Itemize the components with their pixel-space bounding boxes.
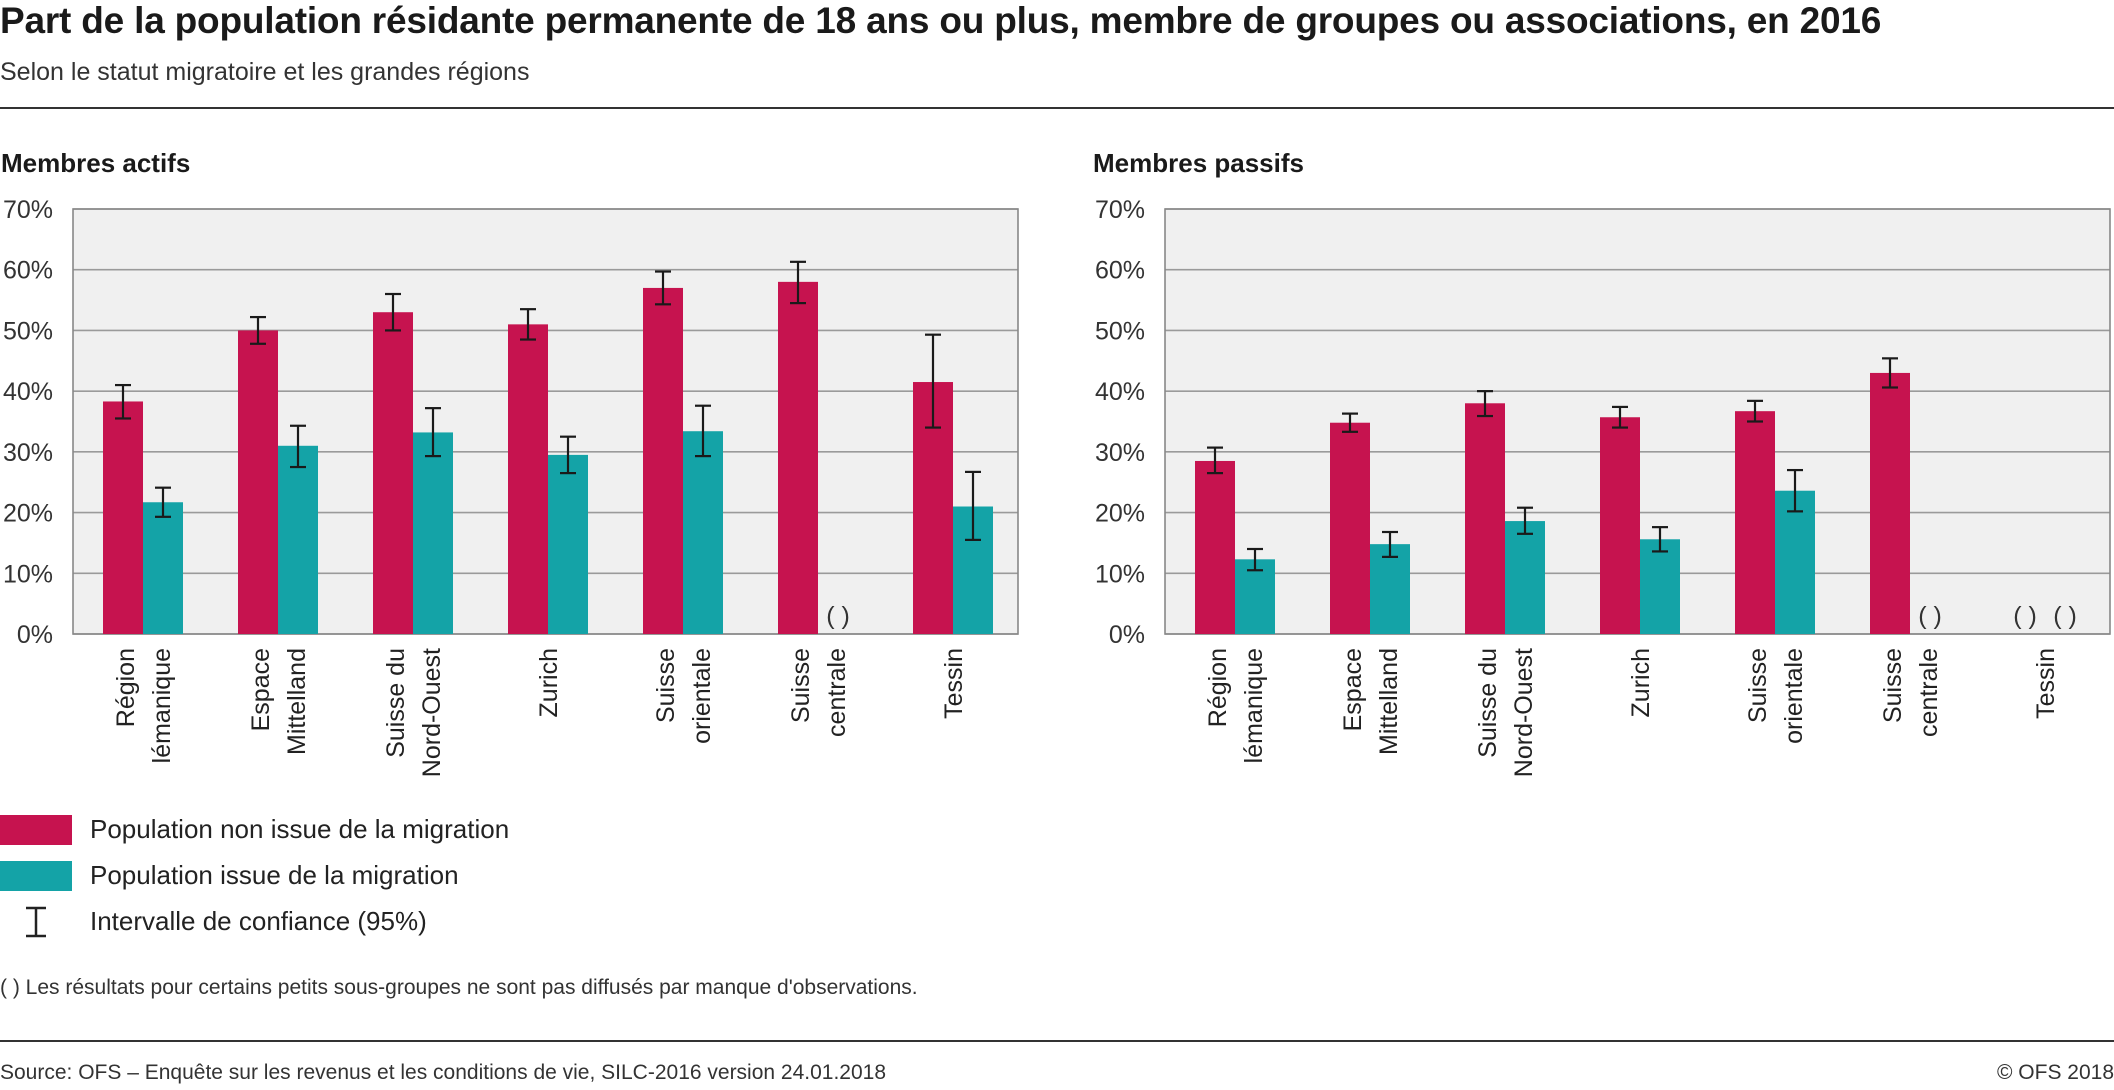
category-label: lémanique [1240,648,1268,763]
footer-divider [0,1040,2114,1042]
legend-label-non-migration: Population non issue de la migration [90,814,510,844]
chart-panel-1: Membres actifs 0% 10% 20% 30% 40% 50% 60% 70% Rég… [1,148,1019,777]
category-label: Tessin [2032,648,2060,719]
chart-panel-2: Membres passifs 0% 10% 20% 30% 40% 50% 60% 70% Ré… [1093,148,2111,777]
category-label: lémanique [148,648,176,763]
category-label: orientale [688,648,716,744]
category-label: Suisse [787,648,815,723]
bar-non-migration [643,287,683,634]
category-label: centrale [1915,648,1943,737]
bar-non-migration [1600,417,1640,634]
missing-value-marker: ( ) [2013,602,2037,630]
bar-non-migration [508,324,548,634]
category-label: Nord-Ouest [1510,648,1538,777]
category-label: Suisse du [382,648,410,758]
y-tick-label: 50% [3,317,53,345]
charts-area: Membres actifs 0% 10% 20% 30% 40% 50% 60% 70% Rég… [1,148,2111,777]
category-label: Espace [1339,648,1367,731]
source-note: Source: OFS – Enquête sur les revenus et… [0,1061,887,1084]
y-tick-label: 10% [1095,560,1145,588]
y-tick-label: 60% [1095,257,1145,285]
category-label: Espace [247,648,275,731]
y-tick-label: 0% [1109,621,1145,649]
y-tick-label: 70% [3,196,53,224]
panel-title: Membres actifs [1,148,190,178]
bar-non-migration [238,330,278,634]
bar-migration [143,502,183,634]
legend-swatch-migration [0,861,72,891]
confidence-interval-icon [26,906,46,938]
category-label: Tessin [940,648,968,719]
bar-non-migration [778,281,818,634]
y-tick-label: 10% [3,560,53,588]
category-label: Région [112,648,140,727]
y-tick-label: 30% [3,439,53,467]
bar-non-migration [1735,411,1775,634]
category-label: Mittelland [1375,648,1403,755]
missing-value-marker: ( ) [1918,602,1942,630]
y-tick-label: 20% [1095,500,1145,528]
bar-migration [683,431,723,634]
y-tick-label: 30% [1095,439,1145,467]
bar-non-migration [1330,422,1370,634]
category-label: Zurich [535,648,563,717]
bar-non-migration [1465,403,1505,634]
y-tick-label: 60% [3,257,53,285]
category-label: orientale [1780,648,1808,744]
bar-non-migration [373,312,413,634]
bar-migration [1505,521,1545,634]
chart-subtitle: Selon le statut migratoire et les grande… [0,58,530,86]
y-tick-label: 0% [17,621,53,649]
category-label: Mittelland [283,648,311,755]
bar-migration [278,445,318,634]
bar-non-migration [1195,460,1235,634]
bar-migration [1235,559,1275,634]
category-label: Nord-Ouest [418,648,446,777]
missing-value-marker: ( ) [826,602,850,630]
y-tick-label: 70% [1095,196,1145,224]
legend-label-migration: Population issue de la migration [90,860,459,890]
bar-migration [548,454,588,634]
category-label: Suisse [652,648,680,723]
bar-non-migration [1870,372,1910,634]
category-label: centrale [823,648,851,737]
y-tick-label: 20% [3,500,53,528]
bar-migration [413,432,453,634]
footnote: ( ) Les résultats pour certains petits s… [0,976,918,999]
bar-non-migration [103,401,143,634]
category-label: Suisse du [1474,648,1502,758]
category-label: Région [1204,648,1232,727]
legend-swatch-non-migration [0,815,72,845]
y-tick-label: 40% [1095,378,1145,406]
category-label: Suisse [1879,648,1907,723]
chart-title: Part de la population résidante permanen… [0,0,1882,41]
y-tick-label: 50% [1095,317,1145,345]
category-label: Zurich [1627,648,1655,717]
y-tick-label: 40% [3,378,53,406]
bar-migration [1775,490,1815,634]
legend-label-ci: Intervalle de confiance (95%) [90,906,427,936]
missing-value-marker: ( ) [2053,602,2077,630]
category-label: Suisse [1744,648,1772,723]
panel-title: Membres passifs [1093,148,1304,178]
copyright: © OFS 2018 [1996,1061,2114,1084]
bar-migration [1640,539,1680,634]
header-divider [0,107,2114,109]
bar-migration [1370,544,1410,634]
